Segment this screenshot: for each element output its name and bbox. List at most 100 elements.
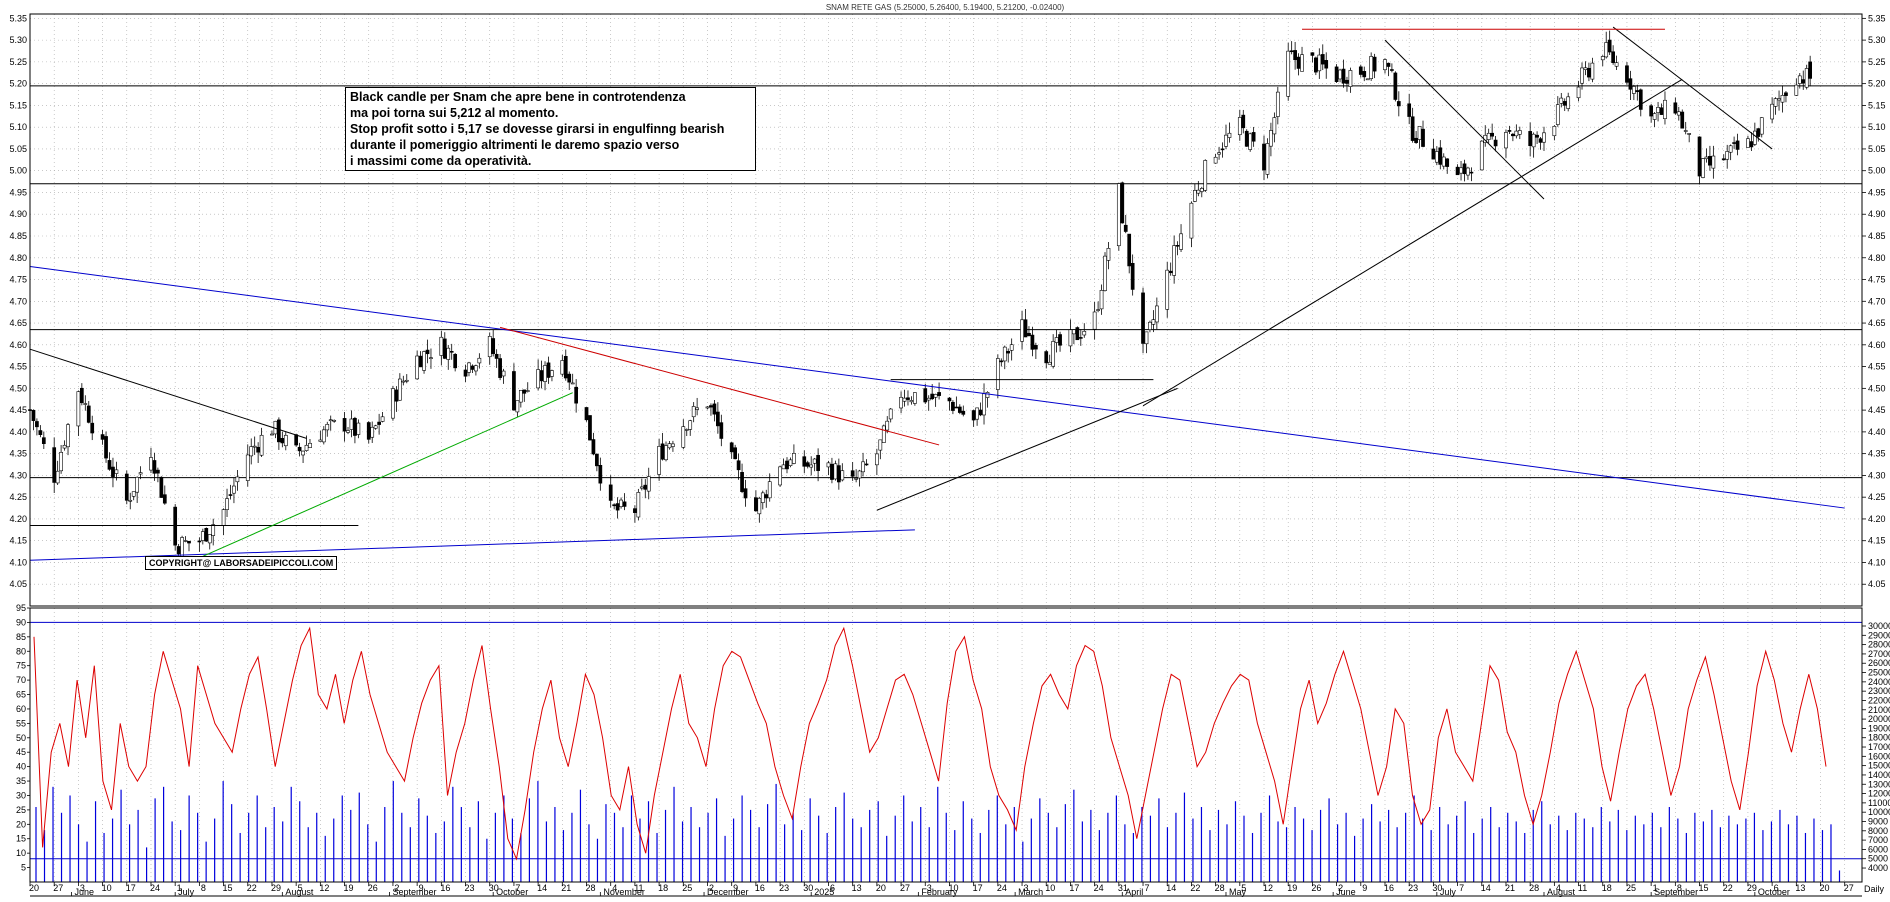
candle-body	[1369, 56, 1374, 79]
candle-body	[474, 365, 478, 372]
candle-body	[729, 442, 734, 453]
volume-tick-label: 17000	[1868, 742, 1890, 752]
candle-body	[913, 392, 917, 404]
day-label: 11	[1578, 883, 1587, 893]
oscillator-panel	[30, 621, 1862, 882]
candle-body	[76, 391, 81, 427]
candle-body	[35, 421, 39, 428]
candle-body	[86, 405, 91, 423]
volume-tick-label: 4000	[1868, 863, 1888, 873]
candle-body	[1749, 141, 1754, 148]
candle-body	[59, 451, 63, 472]
candle-body	[1576, 86, 1581, 99]
day-label: 17	[1069, 883, 1079, 893]
day-label: 29	[1747, 883, 1757, 893]
candle-body	[622, 501, 627, 507]
candle-body	[816, 454, 820, 471]
candle-body	[1175, 244, 1180, 247]
candle-body	[1082, 330, 1087, 336]
candle-body	[570, 382, 575, 385]
candle-body	[1638, 89, 1643, 110]
candle-body	[1251, 132, 1256, 142]
oscillator-tick-label: 15	[16, 834, 26, 844]
candle-body	[961, 410, 966, 415]
candle-body	[550, 370, 554, 377]
price-tick-label-left: 4.40	[9, 427, 27, 437]
candle-body	[280, 438, 285, 444]
candle-body	[1127, 233, 1132, 267]
candle-body	[1659, 107, 1664, 115]
note-line: Black candle per Snam che apre bene in c…	[350, 90, 686, 104]
candle-body	[1044, 351, 1049, 364]
candle-body	[1020, 319, 1024, 342]
copyright-label: COPYRIGHT@ LABORSADEIPICCOLI.COM	[145, 556, 338, 570]
candle-body	[277, 419, 281, 443]
day-label: 9	[419, 883, 424, 893]
candle-body	[536, 369, 540, 389]
candle-body	[446, 347, 451, 360]
candle-body	[854, 478, 858, 480]
candle-body	[1559, 97, 1564, 104]
day-label: 22	[1190, 883, 1200, 893]
candle-body	[608, 484, 613, 501]
candle-body	[1590, 62, 1595, 80]
oscillator-tick-label: 80	[16, 646, 26, 656]
candle-body	[850, 470, 855, 477]
candle-body	[1632, 86, 1636, 94]
price-tick-label: 4.90	[1868, 209, 1886, 219]
candle-body	[422, 351, 426, 371]
axes: 20 27 3 10 17 24 1 8 15 22 29 5 12 19 26 2 9 16 23 30 7 14 21 2…	[9, 13, 1890, 897]
month-label: June	[1336, 887, 1356, 897]
candle-body	[221, 509, 226, 526]
candle-body	[90, 422, 95, 434]
candle-body	[1002, 346, 1007, 362]
candle-body	[999, 360, 1004, 363]
candle-body	[1320, 54, 1325, 65]
candle-body	[1604, 42, 1609, 58]
candle-body	[740, 472, 744, 492]
note-line: ma poi torna sui 5,212 al momento.	[350, 106, 559, 120]
candle-body	[1196, 189, 1201, 194]
candle-body	[1151, 319, 1156, 325]
candle-body	[1365, 78, 1370, 81]
candle-body	[982, 393, 986, 416]
candle-body	[245, 454, 250, 481]
day-label: 11	[634, 883, 643, 893]
day-label: 4	[1556, 883, 1561, 893]
candle-body	[1227, 132, 1232, 138]
price-tick-label-left: 4.85	[9, 231, 27, 241]
candle-body	[812, 458, 817, 464]
candle-body	[449, 351, 454, 353]
candle-body	[1507, 130, 1512, 132]
candle-body	[79, 387, 84, 404]
price-tick-label: 4.60	[1868, 340, 1886, 350]
price-tick-label-left: 5.30	[9, 35, 27, 45]
candle-body	[1144, 331, 1149, 345]
month-label: October	[496, 887, 528, 897]
day-label: 15	[1699, 883, 1709, 893]
candle-body	[691, 406, 696, 418]
volume-tick-label: 9000	[1868, 816, 1888, 826]
candle-body	[560, 360, 565, 375]
price-tick-label: 5.00	[1868, 166, 1886, 176]
candle-body	[1072, 329, 1076, 335]
candle-body	[200, 531, 205, 541]
day-label: 20	[1820, 883, 1830, 893]
candle-body	[38, 430, 43, 435]
candle-body	[643, 484, 648, 490]
candle-body	[1106, 248, 1111, 261]
candle-body	[187, 540, 191, 544]
day-label: 24	[1094, 883, 1104, 893]
candle-body	[792, 453, 796, 464]
candle-body	[1390, 69, 1394, 71]
day-label: 28	[1529, 883, 1539, 893]
candle-body	[1614, 62, 1619, 67]
candle-body	[1300, 54, 1304, 72]
volume-tick-label: 28000	[1868, 640, 1890, 650]
candle-body	[736, 460, 741, 471]
candle-body	[1735, 140, 1740, 150]
candle-body	[1462, 163, 1467, 175]
candle-body	[1241, 114, 1246, 129]
trendline	[1612, 26, 1773, 150]
